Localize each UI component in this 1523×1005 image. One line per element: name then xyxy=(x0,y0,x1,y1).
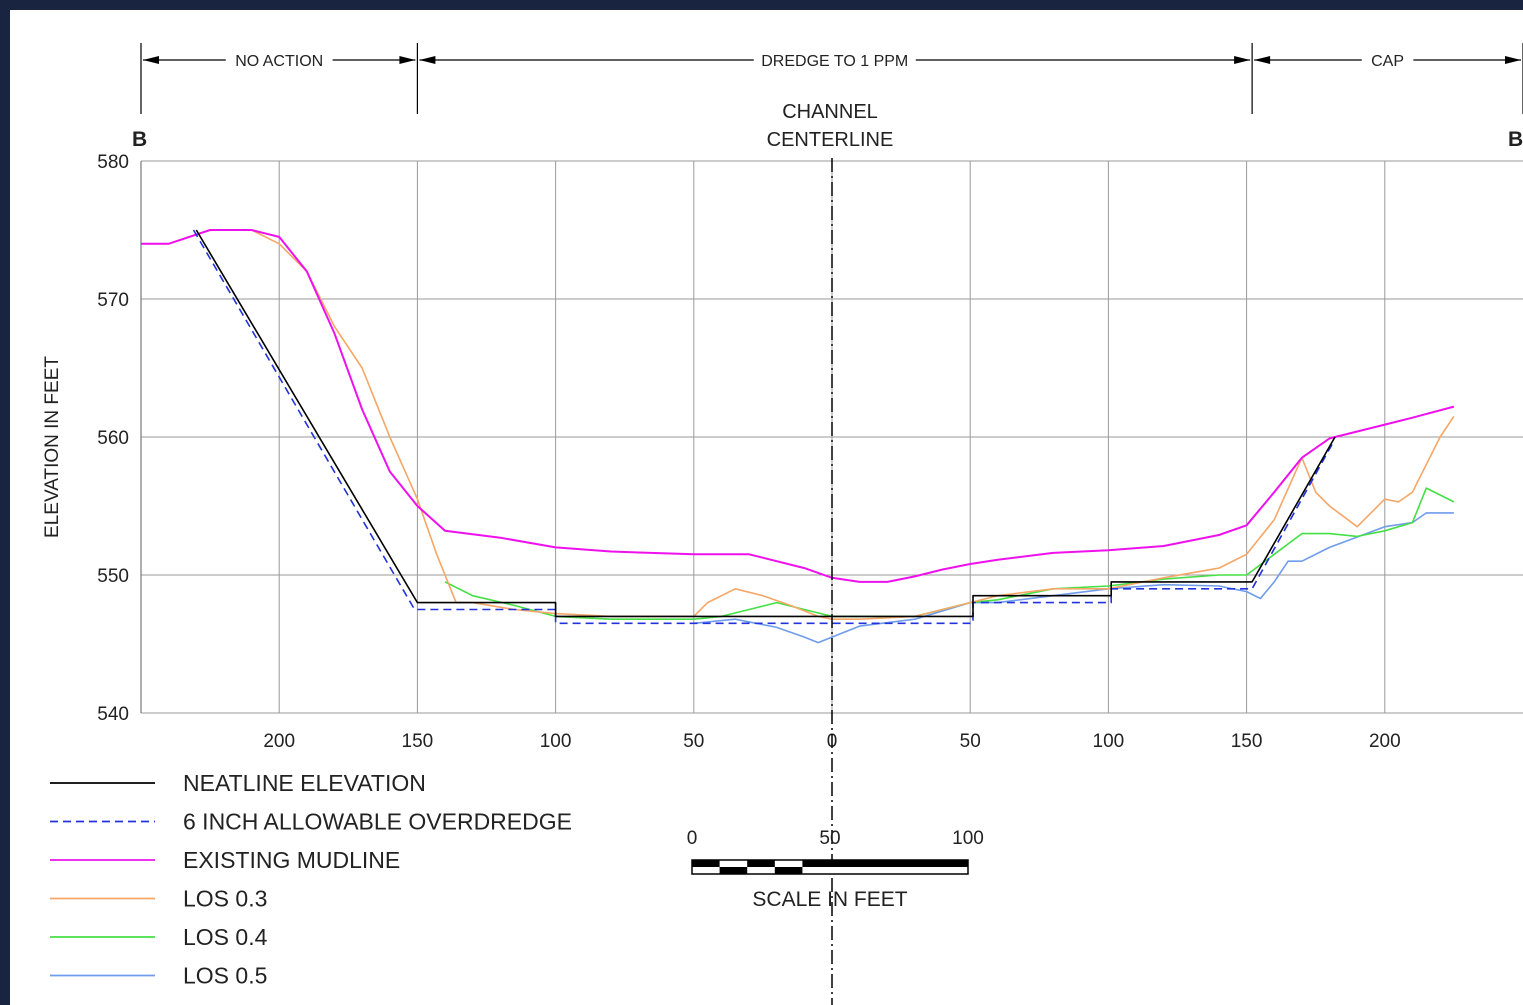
scale-label: 0 xyxy=(687,828,698,849)
scale-bar-segment xyxy=(692,860,720,867)
x-tick-label: 50 xyxy=(960,731,981,752)
section-marker-right: B xyxy=(1508,128,1523,151)
series-line xyxy=(141,229,1455,621)
centerline-label-line1: CHANNEL xyxy=(782,101,878,123)
legend-label: LOS 0.5 xyxy=(183,963,267,989)
zone-arrowhead-left xyxy=(143,56,159,64)
x-tick-label: 200 xyxy=(263,731,295,752)
legend-label: EXISTING MUDLINE xyxy=(183,847,400,873)
zone-label: DREDGE TO 1 PPM xyxy=(761,53,908,70)
data-series xyxy=(141,229,1455,644)
y-tick-label: 560 xyxy=(97,428,129,449)
section-marker-left: B xyxy=(132,128,147,151)
zone-arrowhead-left xyxy=(419,56,436,64)
x-tick-label: 50 xyxy=(683,731,704,752)
scale-title: SCALE IN FEET xyxy=(752,888,907,911)
series-line xyxy=(195,229,1336,618)
y-axis-label: ELEVATION IN FEET xyxy=(42,356,63,538)
scale-bar-segment xyxy=(774,867,803,874)
x-tick-label: 200 xyxy=(1369,731,1401,752)
x-tick-label: 100 xyxy=(540,731,572,752)
zone-arrowhead-left xyxy=(1254,56,1271,64)
series-line xyxy=(192,229,1333,625)
y-tick-label: 550 xyxy=(97,566,129,587)
series-line xyxy=(693,512,1454,644)
centerline-label-line2: CENTERLINE xyxy=(767,129,894,151)
zone-arrowhead-right xyxy=(1234,56,1251,64)
scale-bar: 0 50 100 SCALE IN FEET xyxy=(687,828,984,911)
series-line xyxy=(141,229,1455,583)
legend-label: 6 INCH ALLOWABLE OVERDREDGE xyxy=(183,809,572,835)
legend: NEATLINE ELEVATION 6 INCH ALLOWABLE OVERD… xyxy=(50,770,572,989)
drawing-sheet: NO ACTION DREDGE TO 1 PPM CAP B B CHANNEL … xyxy=(10,10,1523,1005)
zone-annotations: NO ACTION DREDGE TO 1 PPM CAP xyxy=(140,43,1523,114)
axis-labels: 20015010050050100150200540550560570580 xyxy=(97,152,1400,752)
zone-arrowhead-right xyxy=(1505,56,1521,64)
scale-label: 50 xyxy=(819,828,840,849)
zone-label: CAP xyxy=(1371,53,1404,70)
x-tick-label: 150 xyxy=(1231,731,1263,752)
zone-arrowhead-right xyxy=(399,56,416,64)
x-tick-label: 100 xyxy=(1093,731,1125,752)
y-tick-label: 540 xyxy=(97,704,129,725)
scale-bar-segment xyxy=(719,867,748,874)
y-tick-label: 580 xyxy=(97,152,129,173)
scale-bar-segment xyxy=(802,860,830,867)
scale-bar-segment xyxy=(747,860,775,867)
legend-label: LOS 0.4 xyxy=(183,924,268,950)
zone-label: NO ACTION xyxy=(235,53,323,70)
legend-label: LOS 0.3 xyxy=(183,886,267,912)
scale-bar-segment xyxy=(830,860,968,867)
series-line xyxy=(444,487,1455,621)
legend-label: NEATLINE ELEVATION xyxy=(183,770,426,796)
scale-label: 100 xyxy=(952,828,984,849)
cross-section-chart: NO ACTION DREDGE TO 1 PPM CAP B B CHANNEL … xyxy=(42,43,1523,1005)
x-tick-label: 150 xyxy=(402,731,434,752)
y-tick-label: 570 xyxy=(97,290,129,311)
